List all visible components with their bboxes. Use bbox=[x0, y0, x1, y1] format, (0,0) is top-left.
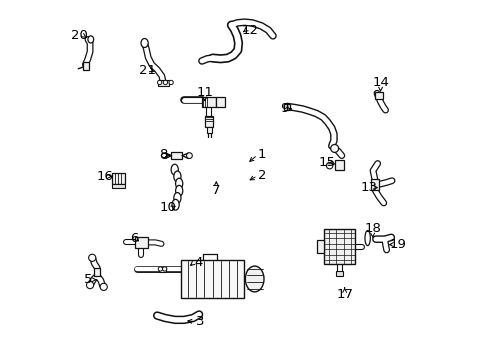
Bar bbox=[375, 92, 383, 99]
Circle shape bbox=[157, 80, 162, 85]
Circle shape bbox=[326, 162, 333, 169]
Bar bbox=[112, 184, 125, 188]
Text: 12: 12 bbox=[242, 24, 259, 37]
Circle shape bbox=[163, 267, 167, 271]
Bar bbox=[337, 271, 343, 276]
Circle shape bbox=[89, 254, 96, 261]
Text: 16: 16 bbox=[97, 170, 114, 183]
Ellipse shape bbox=[331, 144, 339, 152]
Ellipse shape bbox=[175, 178, 183, 189]
Bar bbox=[95, 268, 100, 276]
Bar bbox=[205, 116, 214, 127]
Bar bbox=[181, 260, 244, 298]
Bar bbox=[318, 240, 324, 253]
Text: 5: 5 bbox=[84, 273, 92, 286]
Ellipse shape bbox=[174, 193, 181, 203]
Text: 13: 13 bbox=[360, 181, 377, 194]
Bar bbox=[284, 104, 290, 111]
Bar bbox=[172, 152, 182, 159]
Bar bbox=[159, 267, 166, 272]
Circle shape bbox=[187, 153, 192, 158]
Ellipse shape bbox=[141, 39, 148, 48]
Bar bbox=[158, 80, 169, 86]
Bar bbox=[324, 229, 355, 264]
Circle shape bbox=[163, 80, 168, 85]
Ellipse shape bbox=[365, 230, 370, 246]
Text: 7: 7 bbox=[212, 184, 220, 197]
Text: 4: 4 bbox=[194, 256, 202, 269]
Bar bbox=[135, 237, 148, 248]
Circle shape bbox=[169, 80, 173, 85]
Bar bbox=[83, 62, 89, 70]
Text: 6: 6 bbox=[130, 231, 138, 244]
Text: 1: 1 bbox=[258, 148, 267, 161]
Ellipse shape bbox=[171, 164, 178, 175]
Ellipse shape bbox=[88, 36, 94, 43]
Text: 18: 18 bbox=[364, 222, 381, 235]
Text: 2: 2 bbox=[258, 169, 267, 182]
Text: 20: 20 bbox=[71, 29, 88, 42]
Ellipse shape bbox=[174, 171, 181, 182]
Text: 14: 14 bbox=[372, 76, 389, 89]
Bar bbox=[216, 97, 225, 107]
Circle shape bbox=[158, 267, 163, 271]
Ellipse shape bbox=[175, 185, 183, 196]
Bar bbox=[335, 160, 343, 170]
Text: 21: 21 bbox=[139, 64, 156, 77]
Text: 15: 15 bbox=[318, 156, 335, 169]
Text: 3: 3 bbox=[196, 315, 204, 328]
Text: 10: 10 bbox=[159, 202, 176, 215]
Text: 9: 9 bbox=[280, 103, 289, 116]
Bar bbox=[207, 127, 212, 134]
Bar bbox=[202, 97, 216, 107]
Text: 11: 11 bbox=[196, 86, 213, 99]
Circle shape bbox=[161, 153, 167, 158]
Text: 19: 19 bbox=[390, 238, 407, 251]
Bar bbox=[112, 173, 125, 184]
Circle shape bbox=[87, 282, 94, 289]
Ellipse shape bbox=[172, 199, 179, 210]
Circle shape bbox=[100, 283, 107, 291]
Bar bbox=[370, 179, 379, 190]
Ellipse shape bbox=[245, 266, 264, 292]
Text: 17: 17 bbox=[336, 288, 353, 301]
Text: 8: 8 bbox=[159, 148, 168, 161]
